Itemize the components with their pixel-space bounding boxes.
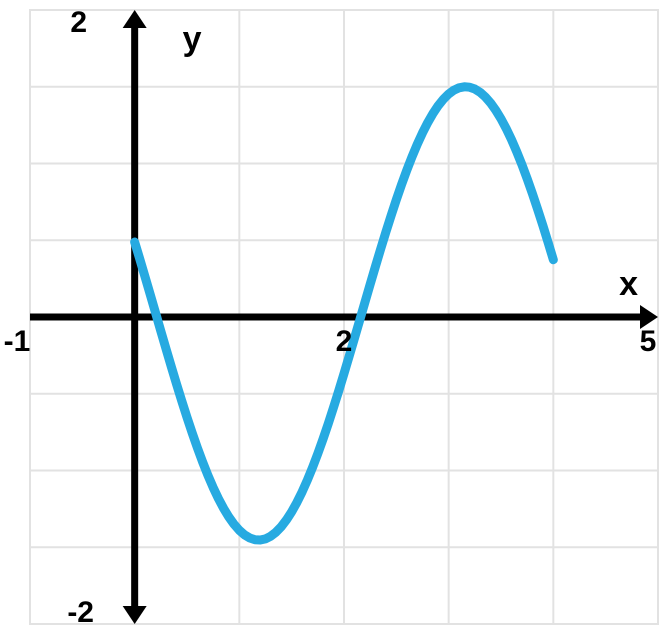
x-tick-label: -1 [4, 325, 31, 358]
chart-container: -2 2 -1 2 5 y x [0, 0, 668, 640]
x-tick-label: 5 [640, 325, 657, 358]
chart-svg: -2 2 -1 2 5 y x [0, 0, 668, 640]
y-tick-label: -2 [67, 596, 94, 629]
y-tick-label: 2 [70, 6, 87, 39]
y-axis-label: y [183, 20, 202, 58]
x-axis-label: x [619, 265, 638, 303]
x-tick-label: 2 [336, 325, 353, 358]
